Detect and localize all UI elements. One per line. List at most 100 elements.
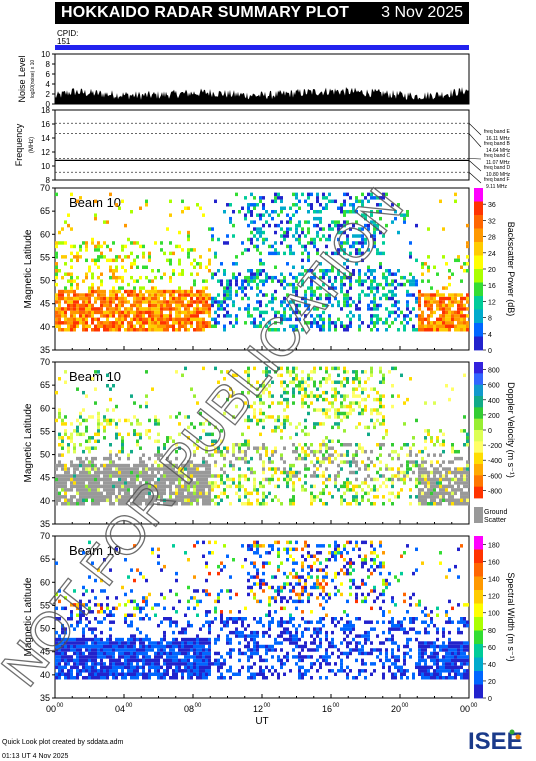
velocity-cell	[307, 467, 310, 471]
power-cell	[451, 303, 454, 308]
velocity-cell	[238, 446, 241, 450]
width-cell	[157, 662, 160, 666]
width-cell	[244, 651, 247, 656]
width-cell	[124, 676, 127, 680]
width-cell	[193, 662, 196, 666]
width-cell	[127, 623, 130, 628]
width-cell	[280, 585, 283, 590]
width-cell	[151, 662, 154, 666]
width-cell	[190, 648, 193, 652]
velocity-cell	[82, 418, 85, 423]
width-cell	[199, 669, 202, 673]
velocity-cell	[85, 467, 88, 471]
power-cell	[397, 314, 400, 318]
width-cell	[121, 648, 124, 652]
velocity-cell	[289, 502, 292, 506]
power-cell	[346, 237, 349, 242]
power-cell	[130, 321, 133, 325]
power-cell	[298, 220, 301, 224]
width-cell	[262, 578, 265, 583]
velocity-cell	[208, 491, 211, 496]
width-cell	[163, 617, 166, 621]
power-cell	[265, 275, 268, 280]
power-cell	[343, 241, 346, 245]
velocity-cell	[184, 474, 187, 478]
velocity-cell	[259, 481, 262, 485]
power-cell	[355, 248, 358, 252]
velocity-cell	[253, 401, 256, 405]
power-cell	[376, 317, 379, 322]
width-cell	[262, 634, 265, 638]
width-cell	[160, 648, 163, 652]
velocity-cell	[346, 443, 349, 447]
power-cell	[340, 230, 343, 235]
velocity-cell	[64, 422, 67, 426]
power-cell	[142, 317, 145, 322]
velocity-cell	[328, 415, 331, 419]
velocity-cell	[466, 474, 469, 478]
velocity-cell	[205, 467, 208, 471]
power-cell	[166, 303, 169, 308]
power-cell	[376, 289, 379, 294]
width-cell	[124, 620, 127, 624]
velocity-cell	[121, 481, 124, 485]
power-cell	[136, 314, 139, 318]
width-cell	[61, 627, 64, 631]
power-cell	[292, 282, 295, 287]
width-cell	[175, 592, 178, 597]
velocity-cell	[67, 436, 70, 440]
width-cell	[244, 627, 247, 631]
power-cell	[280, 279, 283, 283]
width-cell	[280, 596, 283, 600]
velocity-cell	[58, 495, 61, 499]
power-cell	[94, 324, 97, 329]
width-cell	[247, 658, 250, 663]
velocity-cell	[67, 449, 70, 454]
power-cell	[460, 303, 463, 308]
power-cell	[139, 324, 142, 329]
width-cell	[121, 662, 124, 666]
power-cell	[370, 300, 373, 304]
velocity-cell	[214, 439, 217, 443]
width-cell	[163, 596, 166, 600]
width-cell	[256, 630, 259, 635]
velocity-cell	[373, 425, 376, 430]
velocity-cell	[418, 488, 421, 492]
width-cell	[157, 641, 160, 645]
width-cell	[91, 651, 94, 656]
power-cell	[235, 275, 238, 280]
power-cell	[193, 293, 196, 297]
power-cell	[178, 328, 181, 332]
velocity-cell	[319, 366, 322, 371]
power-cell	[373, 307, 376, 311]
velocity-cell	[82, 449, 85, 454]
width-cell	[121, 676, 124, 680]
width-cell	[289, 589, 292, 593]
power-cell	[451, 272, 454, 276]
width-cell	[100, 669, 103, 673]
power-cell	[169, 199, 172, 204]
width-cell	[91, 665, 94, 670]
velocity-cell	[64, 477, 67, 482]
velocity-cell	[322, 474, 325, 478]
power-cell	[70, 300, 73, 304]
velocity-cell	[88, 477, 91, 482]
power-cell	[58, 310, 61, 315]
width-cell	[91, 655, 94, 659]
velocity-cell	[433, 495, 436, 499]
power-cell	[442, 286, 445, 290]
power-cell	[304, 220, 307, 224]
velocity-cell	[307, 383, 310, 388]
width-cell	[175, 571, 178, 576]
width-cell	[256, 644, 259, 649]
velocity-cell	[106, 467, 109, 471]
velocity-cell	[166, 436, 169, 440]
power-cell	[421, 321, 424, 325]
velocity-cell	[295, 446, 298, 450]
width-cell	[79, 648, 82, 652]
velocity-cell	[397, 467, 400, 471]
freq-band-label: freq band C	[484, 153, 511, 159]
power-cell	[304, 293, 307, 297]
velocity-cell	[118, 432, 121, 437]
power-cell	[61, 314, 64, 318]
